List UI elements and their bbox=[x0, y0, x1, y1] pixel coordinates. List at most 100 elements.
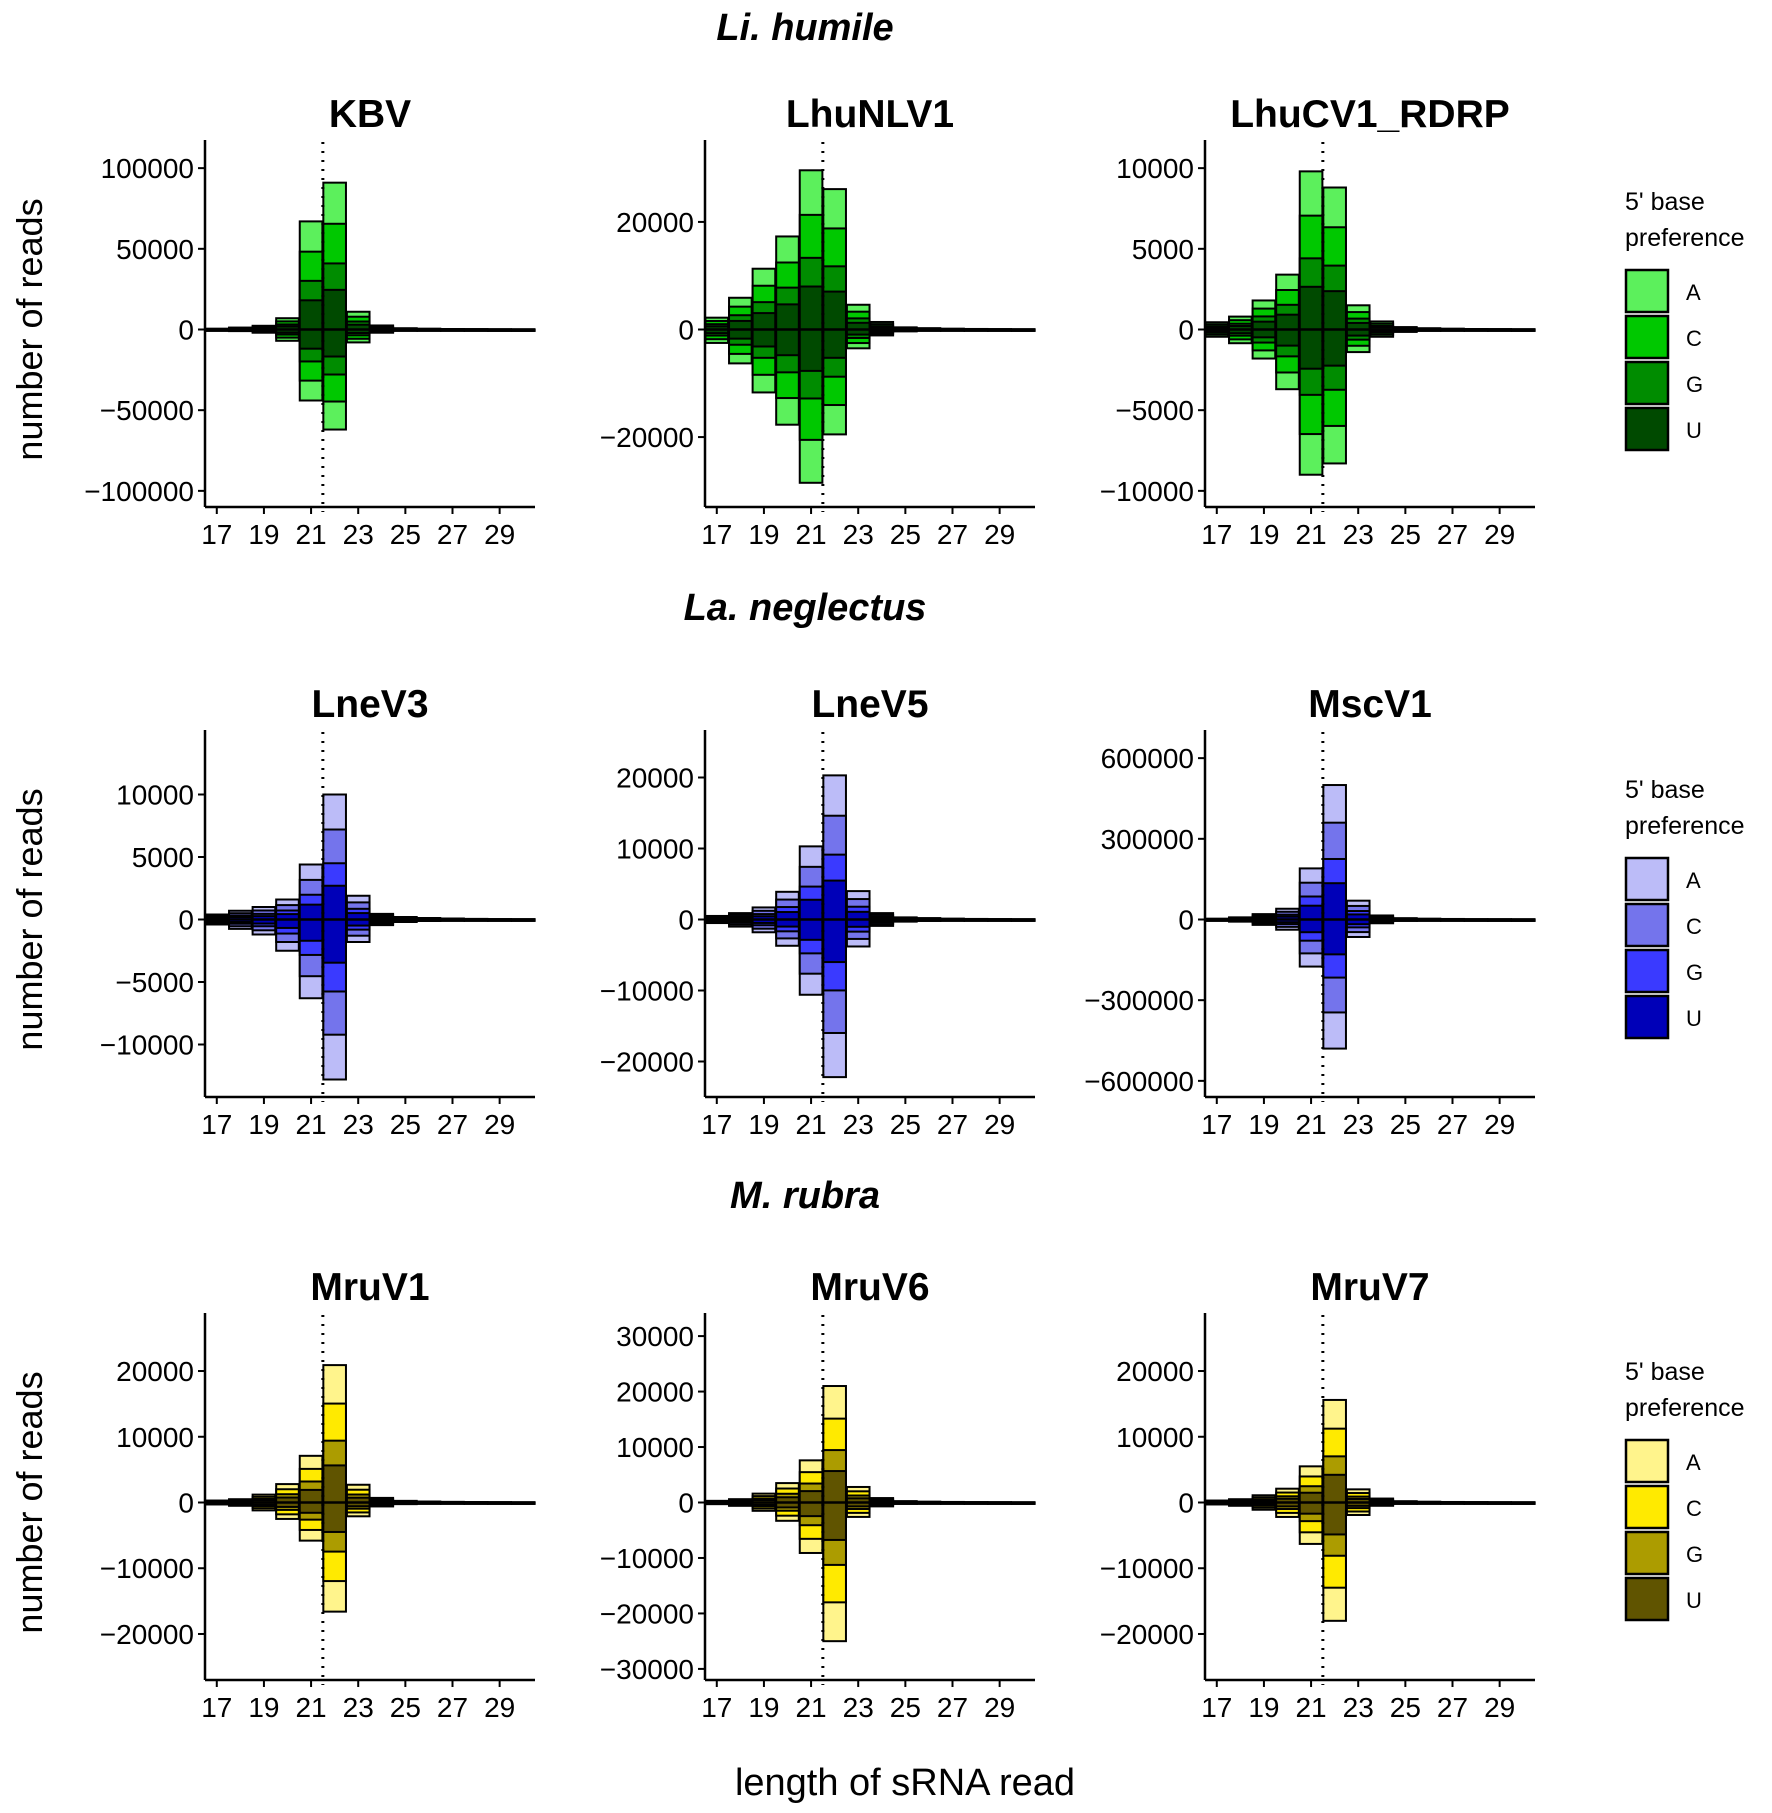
y-tick-label: −10000 bbox=[1100, 476, 1194, 507]
x-tick-label: 29 bbox=[984, 519, 1015, 550]
bar-22-pos-U bbox=[322, 884, 347, 921]
y-tick-label: 10000 bbox=[616, 1432, 694, 1463]
x-tick-label: 19 bbox=[248, 1109, 279, 1140]
legend-title: preference bbox=[1625, 224, 1745, 252]
y-tick-label: −300000 bbox=[1084, 985, 1194, 1016]
y-tick-label: 0 bbox=[678, 315, 694, 346]
y-tick-label: 0 bbox=[178, 1488, 194, 1519]
bar-22-pos-U bbox=[1322, 290, 1347, 331]
x-tick-label: 27 bbox=[937, 1692, 968, 1723]
y-tick-label: 300000 bbox=[1101, 824, 1194, 855]
y-tick-label: −20000 bbox=[600, 1598, 694, 1629]
species-title-0: Li. humile bbox=[716, 7, 893, 49]
bar-21-pos-U bbox=[1298, 1491, 1324, 1504]
y-tick-label: −20000 bbox=[1100, 1619, 1194, 1650]
x-tick-label: 25 bbox=[890, 1109, 921, 1140]
legend-swatch-A bbox=[1624, 856, 1670, 902]
x-tick-label: 17 bbox=[701, 1109, 732, 1140]
x-tick-label: 21 bbox=[1295, 1109, 1326, 1140]
x-tick-label: 27 bbox=[1437, 1692, 1468, 1723]
y-tick-label: 20000 bbox=[616, 1377, 694, 1408]
y-tick-label: −50000 bbox=[100, 395, 194, 426]
x-tick-label: 25 bbox=[390, 1692, 421, 1723]
x-tick-label: 23 bbox=[343, 519, 374, 550]
panel-title: LneV3 bbox=[311, 683, 428, 726]
legend-key-A: A bbox=[1686, 868, 1701, 893]
panel-MruV1: MruV1 20000 10000 0 −10000 −20000 17 19 21 23 25 27… bbox=[100, 1266, 536, 1723]
y-tick-label: −100000 bbox=[84, 476, 194, 507]
bar-20-pos-U bbox=[775, 303, 800, 331]
bar-20-neg-U bbox=[775, 328, 800, 357]
legend-swatch-C bbox=[1624, 314, 1670, 360]
y-tick-label: 20000 bbox=[616, 207, 694, 238]
bar-22-neg-U bbox=[822, 1501, 847, 1541]
x-tick-label: 17 bbox=[701, 1692, 732, 1723]
y-tick-label: −10000 bbox=[600, 976, 694, 1007]
y-tick-label: 0 bbox=[678, 905, 694, 936]
bar-21-neg-U bbox=[798, 328, 824, 372]
bar-22-neg-U bbox=[322, 918, 347, 964]
x-tick-label: 25 bbox=[1390, 519, 1421, 550]
y-tick-label: 0 bbox=[1178, 315, 1194, 346]
bar-22-neg-U bbox=[1322, 918, 1347, 956]
x-tick-label: 17 bbox=[701, 519, 732, 550]
x-tick-label: 27 bbox=[437, 1109, 468, 1140]
bar-22-pos-U bbox=[322, 288, 347, 331]
legend-title: 5' base bbox=[1625, 1358, 1705, 1386]
x-tick-label: 21 bbox=[795, 1109, 826, 1140]
x-tick-label: 27 bbox=[437, 519, 468, 550]
y-tick-label: 20000 bbox=[616, 763, 694, 794]
y-tick-label: 0 bbox=[1178, 1488, 1194, 1519]
bar-21-neg-U bbox=[298, 918, 324, 942]
legend-key-G: G bbox=[1686, 372, 1703, 397]
x-tick-label: 25 bbox=[1390, 1692, 1421, 1723]
y-tick-label: −10000 bbox=[100, 1030, 194, 1061]
bar-21-neg-U bbox=[1298, 328, 1324, 370]
legend-key-U: U bbox=[1686, 418, 1702, 443]
panel-title: MscV1 bbox=[1308, 683, 1432, 726]
y-tick-label: 0 bbox=[178, 905, 194, 936]
bar-21-neg-U bbox=[298, 1501, 324, 1514]
bar-18-neg-U bbox=[728, 328, 753, 340]
x-tick-label: 19 bbox=[748, 1692, 779, 1723]
y-tick-label: 0 bbox=[178, 315, 194, 346]
x-tick-label: 23 bbox=[1343, 1109, 1374, 1140]
x-tick-label: 21 bbox=[295, 1109, 326, 1140]
legend-key-A: A bbox=[1686, 280, 1701, 305]
legend-key-U: U bbox=[1686, 1006, 1702, 1031]
y-tick-label: 20000 bbox=[1116, 1356, 1194, 1387]
legend-swatch-G bbox=[1624, 948, 1670, 994]
x-tick-label: 23 bbox=[843, 1692, 874, 1723]
x-tick-label: 29 bbox=[484, 1692, 515, 1723]
panel-title: MruV6 bbox=[810, 1266, 929, 1309]
legend-swatch-G bbox=[1624, 1530, 1670, 1576]
x-tick-label: 27 bbox=[437, 1692, 468, 1723]
bar-21-neg-U bbox=[798, 1501, 824, 1518]
y-tick-label: 5000 bbox=[132, 842, 194, 873]
bar-18-pos-U bbox=[728, 319, 753, 331]
bar-21-pos-U bbox=[798, 285, 824, 331]
legend-key-C: C bbox=[1686, 1496, 1702, 1521]
y-tick-label: 600000 bbox=[1101, 743, 1194, 774]
y-axis-label: number of reads bbox=[9, 198, 50, 460]
panel-title: KBV bbox=[329, 93, 411, 136]
y-tick-label: 10000 bbox=[116, 780, 194, 811]
x-tick-label: 29 bbox=[984, 1692, 1015, 1723]
legend-swatch-U bbox=[1624, 406, 1670, 452]
x-tick-label: 17 bbox=[201, 519, 232, 550]
legend-key-A: A bbox=[1686, 1450, 1701, 1475]
x-tick-label: 23 bbox=[843, 519, 874, 550]
legend-title: 5' base bbox=[1625, 776, 1705, 804]
bar-21-pos-U bbox=[798, 1490, 824, 1504]
legend-title: preference bbox=[1625, 1394, 1745, 1422]
x-tick-label: 21 bbox=[795, 519, 826, 550]
bar-20-neg-U bbox=[1275, 328, 1300, 347]
x-tick-label: 25 bbox=[390, 519, 421, 550]
x-tick-label: 21 bbox=[1295, 1692, 1326, 1723]
bar-21-neg-U bbox=[1298, 1501, 1324, 1515]
y-axis-label: number of reads bbox=[9, 788, 50, 1050]
